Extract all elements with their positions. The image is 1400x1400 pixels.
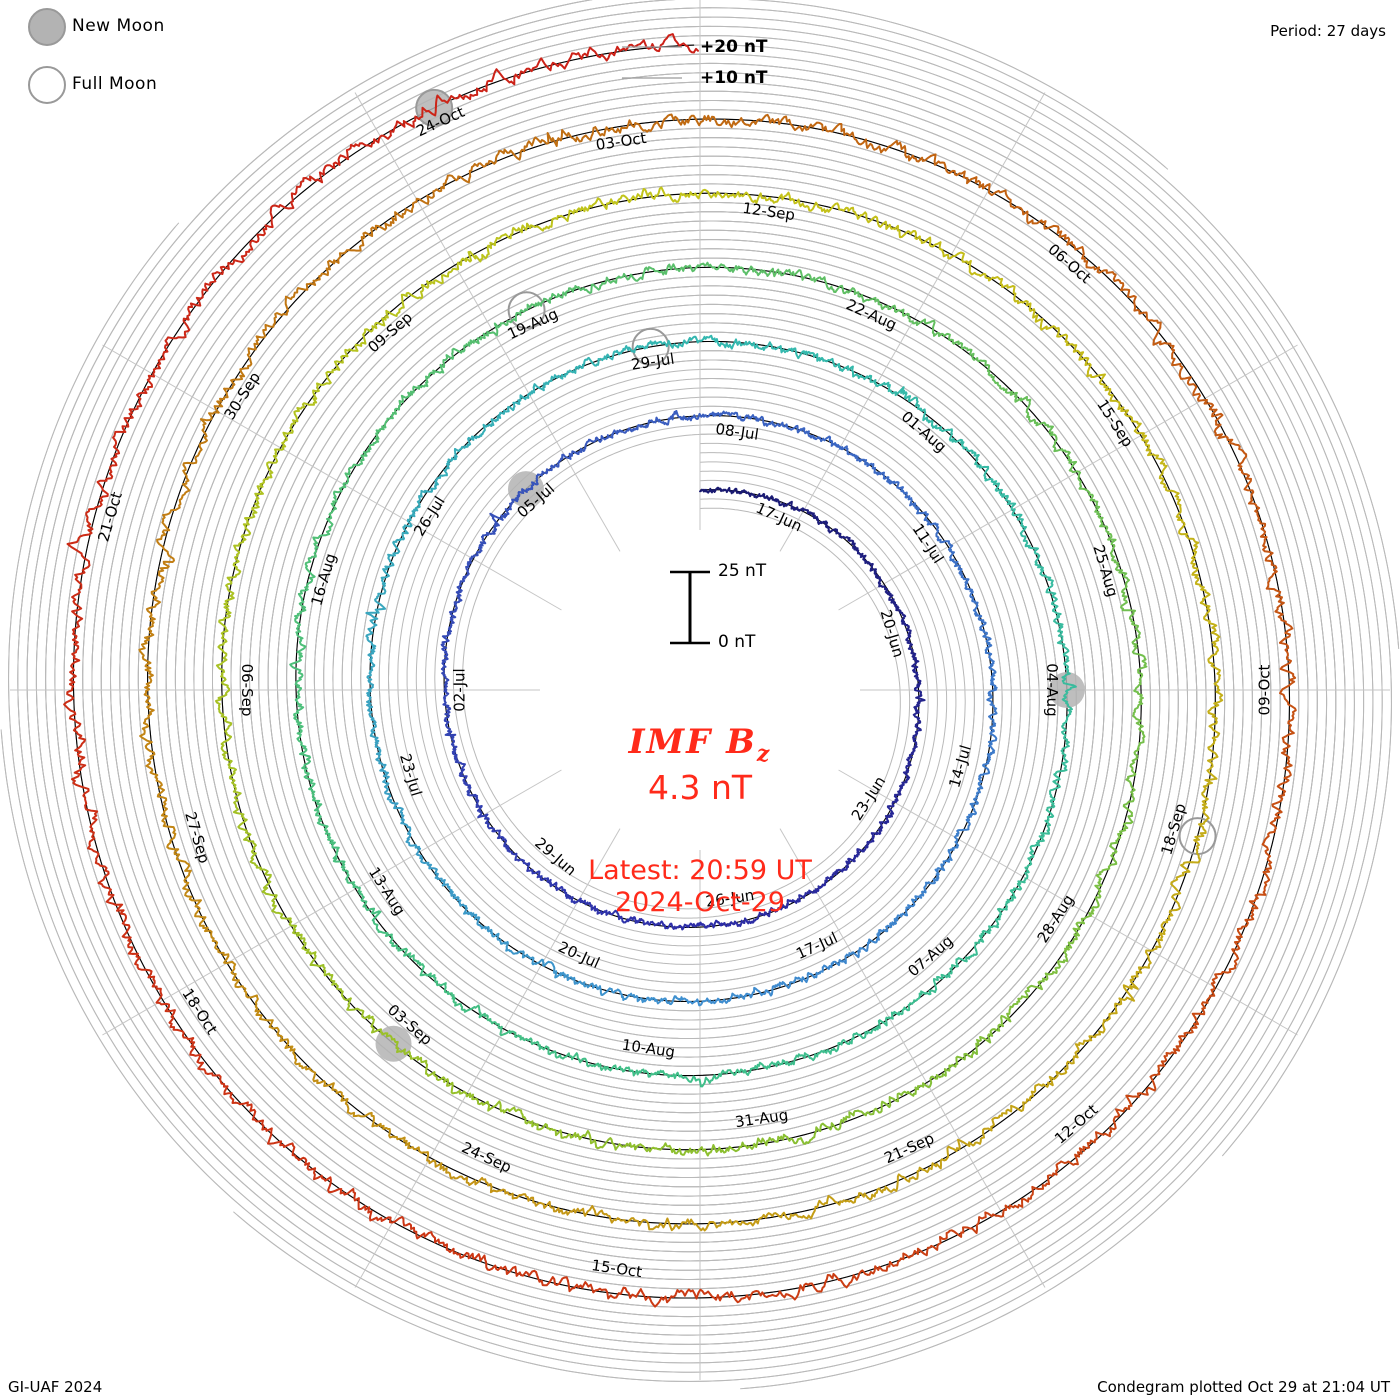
date-tick-label: 21-Oct [94,490,126,544]
date-tick-label: 12-Sep [741,199,796,224]
new-moon-swatch [28,8,66,46]
period-label: Period: 27 days [1270,22,1386,40]
new-moon-marker [416,89,453,126]
date-tick-label: 19-Aug [505,305,561,344]
center-quantity-title: IMF Bz [0,722,1400,767]
date-tick-label: 02-Jul [450,668,468,711]
center-value: 4.3 nT [647,768,753,807]
scale-bar-bottom-label: 0 nT [718,632,756,652]
center-quantity-subscript: z [756,740,772,767]
center-latest-time: Latest: 20:59 UT [588,855,812,886]
radial-axis-label-20nt: +20 nT [700,37,768,57]
date-tick-label: 03-Oct [595,129,648,154]
date-tick-label: 04-Aug [1043,663,1061,716]
radial-axis-label-10nt: +10 nT [700,68,768,88]
date-tick-label: 17-Jul [793,929,840,963]
date-tick-label: 20-Jul [555,938,602,972]
date-tick-label: 15-Oct [590,1256,643,1281]
full-moon-marker [415,88,454,127]
date-tick-label: 06-Sep [238,664,256,717]
full-moon-legend-label: Full Moon [72,74,158,94]
center-latest-date: 2024-Oct-29 [615,887,785,918]
scale-bar-top-label: 25 nT [718,561,767,581]
date-tick-label: 10-Aug [621,1036,676,1061]
center-quantity-text: IMF B [628,722,757,762]
date-tick-label: 09-Oct [1255,664,1273,715]
date-tick-label: 26-Jul [410,493,449,539]
full-moon-marker [631,327,670,366]
plotted-note: Condegram plotted Oct 29 at 21:04 UT [1097,1378,1390,1396]
credit-label: GI-UAF 2024 [8,1378,103,1396]
new-moon-legend-label: New Moon [72,16,165,36]
full-moon-swatch [28,66,66,104]
date-tick-label: 08-Jul [714,420,760,444]
full-moon-marker [507,291,546,330]
date-tick-label: 11-Jul [909,520,948,566]
date-tick-label: 29-Jul [630,350,676,374]
